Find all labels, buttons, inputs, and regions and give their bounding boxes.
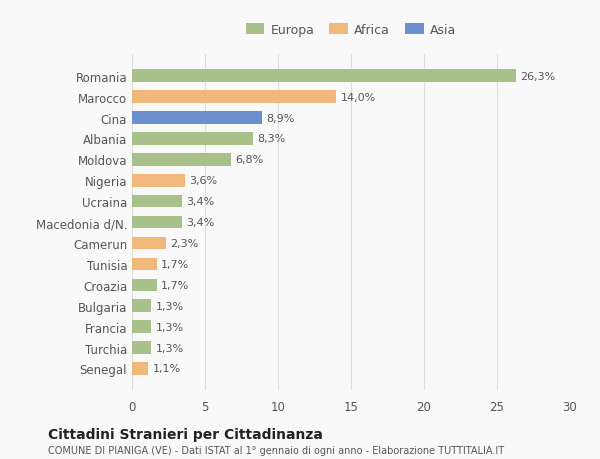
Bar — [132, 363, 148, 375]
Text: 14,0%: 14,0% — [341, 92, 376, 102]
Bar — [132, 341, 151, 354]
Text: 1,7%: 1,7% — [161, 259, 190, 269]
Text: 8,3%: 8,3% — [257, 134, 286, 144]
Bar — [132, 279, 157, 291]
Bar — [132, 300, 151, 312]
Text: 1,3%: 1,3% — [155, 322, 184, 332]
Text: COMUNE DI PIANIGA (VE) - Dati ISTAT al 1° gennaio di ogni anno - Elaborazione TU: COMUNE DI PIANIGA (VE) - Dati ISTAT al 1… — [48, 445, 504, 455]
Text: 1,1%: 1,1% — [152, 364, 181, 374]
Bar — [132, 258, 157, 271]
Text: 3,4%: 3,4% — [186, 218, 214, 228]
Bar — [132, 70, 516, 83]
Text: 26,3%: 26,3% — [520, 72, 556, 82]
Bar — [132, 216, 182, 229]
Bar — [132, 174, 185, 187]
Bar — [132, 154, 231, 166]
Text: 2,3%: 2,3% — [170, 239, 198, 248]
Bar — [132, 321, 151, 333]
Legend: Europa, Africa, Asia: Europa, Africa, Asia — [239, 18, 463, 43]
Text: Cittadini Stranieri per Cittadinanza: Cittadini Stranieri per Cittadinanza — [48, 427, 323, 441]
Text: 8,9%: 8,9% — [266, 113, 295, 123]
Text: 3,4%: 3,4% — [186, 197, 214, 207]
Bar — [132, 133, 253, 146]
Text: 1,3%: 1,3% — [155, 301, 184, 311]
Bar — [132, 196, 182, 208]
Text: 3,6%: 3,6% — [189, 176, 217, 186]
Text: 6,8%: 6,8% — [236, 155, 264, 165]
Bar — [132, 91, 337, 104]
Bar — [132, 112, 262, 124]
Text: 1,3%: 1,3% — [155, 343, 184, 353]
Text: 1,7%: 1,7% — [161, 280, 190, 290]
Bar — [132, 237, 166, 250]
